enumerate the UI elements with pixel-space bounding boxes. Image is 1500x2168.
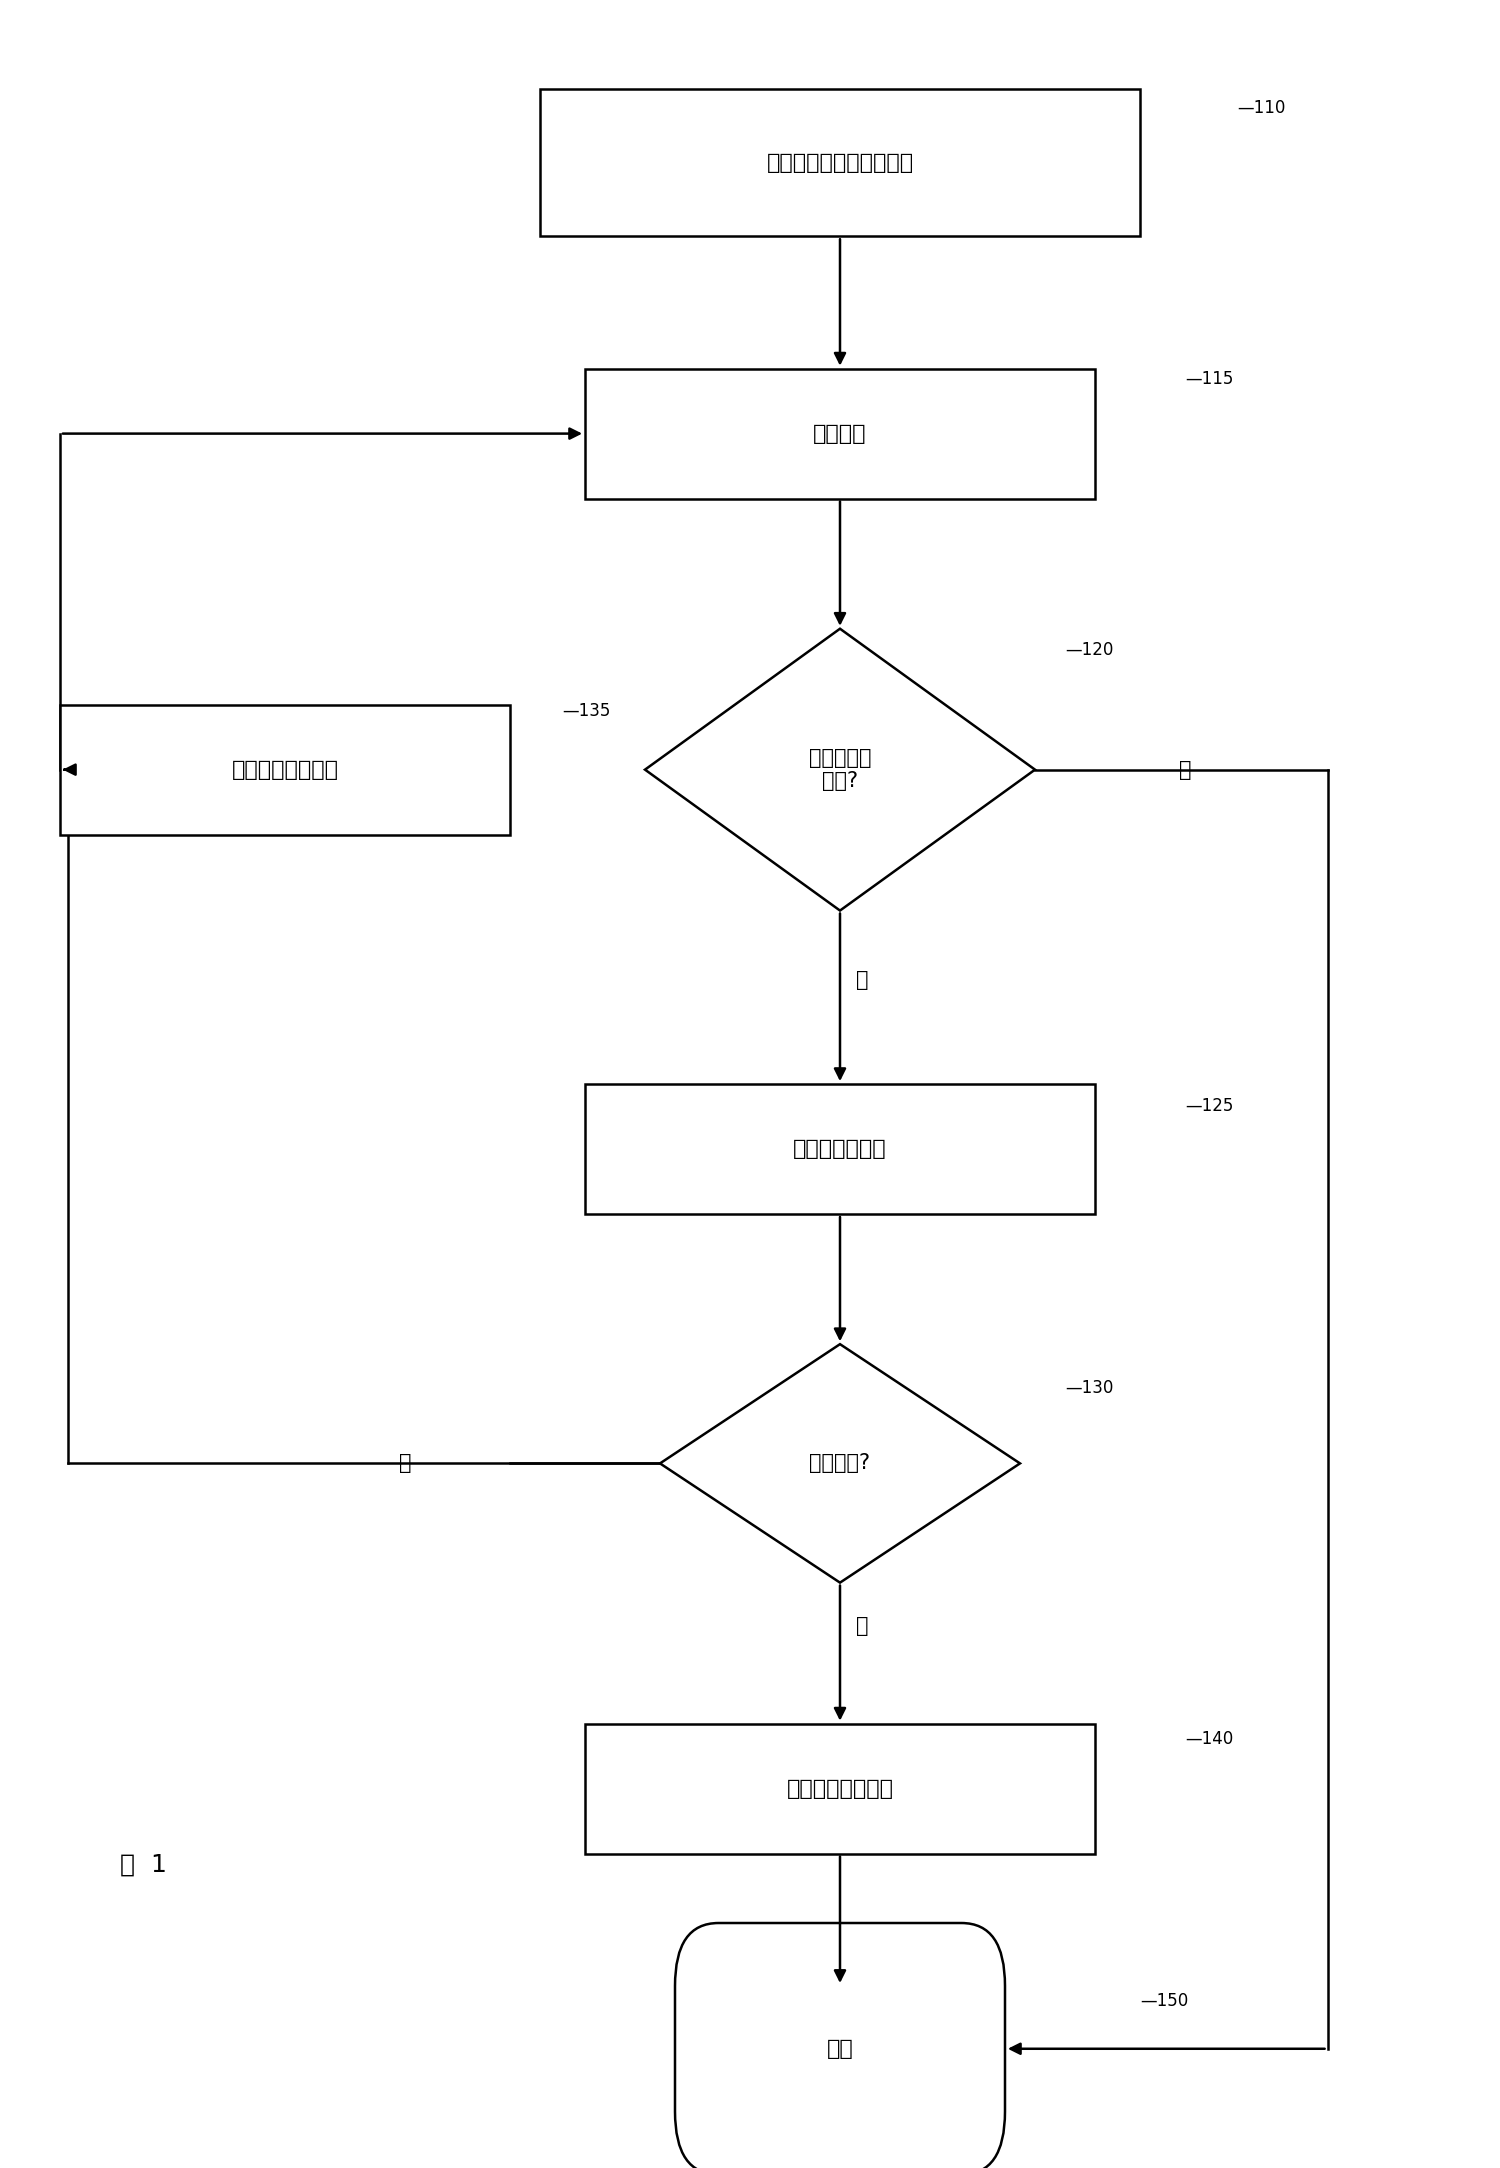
- Text: 还有重写的
数据?: 还有重写的 数据?: [808, 748, 871, 791]
- Text: 否: 否: [399, 1453, 411, 1474]
- Text: 停止: 停止: [827, 2038, 854, 2060]
- FancyBboxPatch shape: [585, 1724, 1095, 1854]
- Text: 重写扇区: 重写扇区: [813, 423, 867, 444]
- FancyBboxPatch shape: [60, 705, 510, 835]
- Text: —115: —115: [1185, 371, 1233, 388]
- Text: —120: —120: [1065, 642, 1113, 659]
- Text: —135: —135: [562, 702, 610, 720]
- Text: 生成文件结尾错误: 生成文件结尾错误: [786, 1778, 894, 1799]
- Text: 查找到第一个待重写扇区: 查找到第一个待重写扇区: [766, 152, 914, 173]
- Text: —110: —110: [1238, 100, 1286, 117]
- Polygon shape: [645, 629, 1035, 911]
- FancyBboxPatch shape: [585, 1084, 1095, 1214]
- Text: —130: —130: [1065, 1379, 1113, 1396]
- FancyBboxPatch shape: [675, 1923, 1005, 2168]
- Text: —125: —125: [1185, 1097, 1233, 1114]
- Text: 图  1: 图 1: [120, 1851, 166, 1877]
- Text: 否: 否: [1179, 759, 1191, 780]
- Text: 是: 是: [856, 1615, 868, 1637]
- Text: 定位下一个扇区: 定位下一个扇区: [794, 1138, 886, 1160]
- Text: —150: —150: [1140, 1992, 1188, 2010]
- Polygon shape: [660, 1344, 1020, 1583]
- Text: 是: 是: [856, 969, 868, 991]
- Text: —140: —140: [1185, 1730, 1233, 1747]
- FancyBboxPatch shape: [585, 369, 1095, 499]
- Text: 文件结尾?: 文件结尾?: [810, 1453, 870, 1474]
- FancyBboxPatch shape: [540, 89, 1140, 236]
- Text: 查找到下一个扇区: 查找到下一个扇区: [231, 759, 339, 780]
